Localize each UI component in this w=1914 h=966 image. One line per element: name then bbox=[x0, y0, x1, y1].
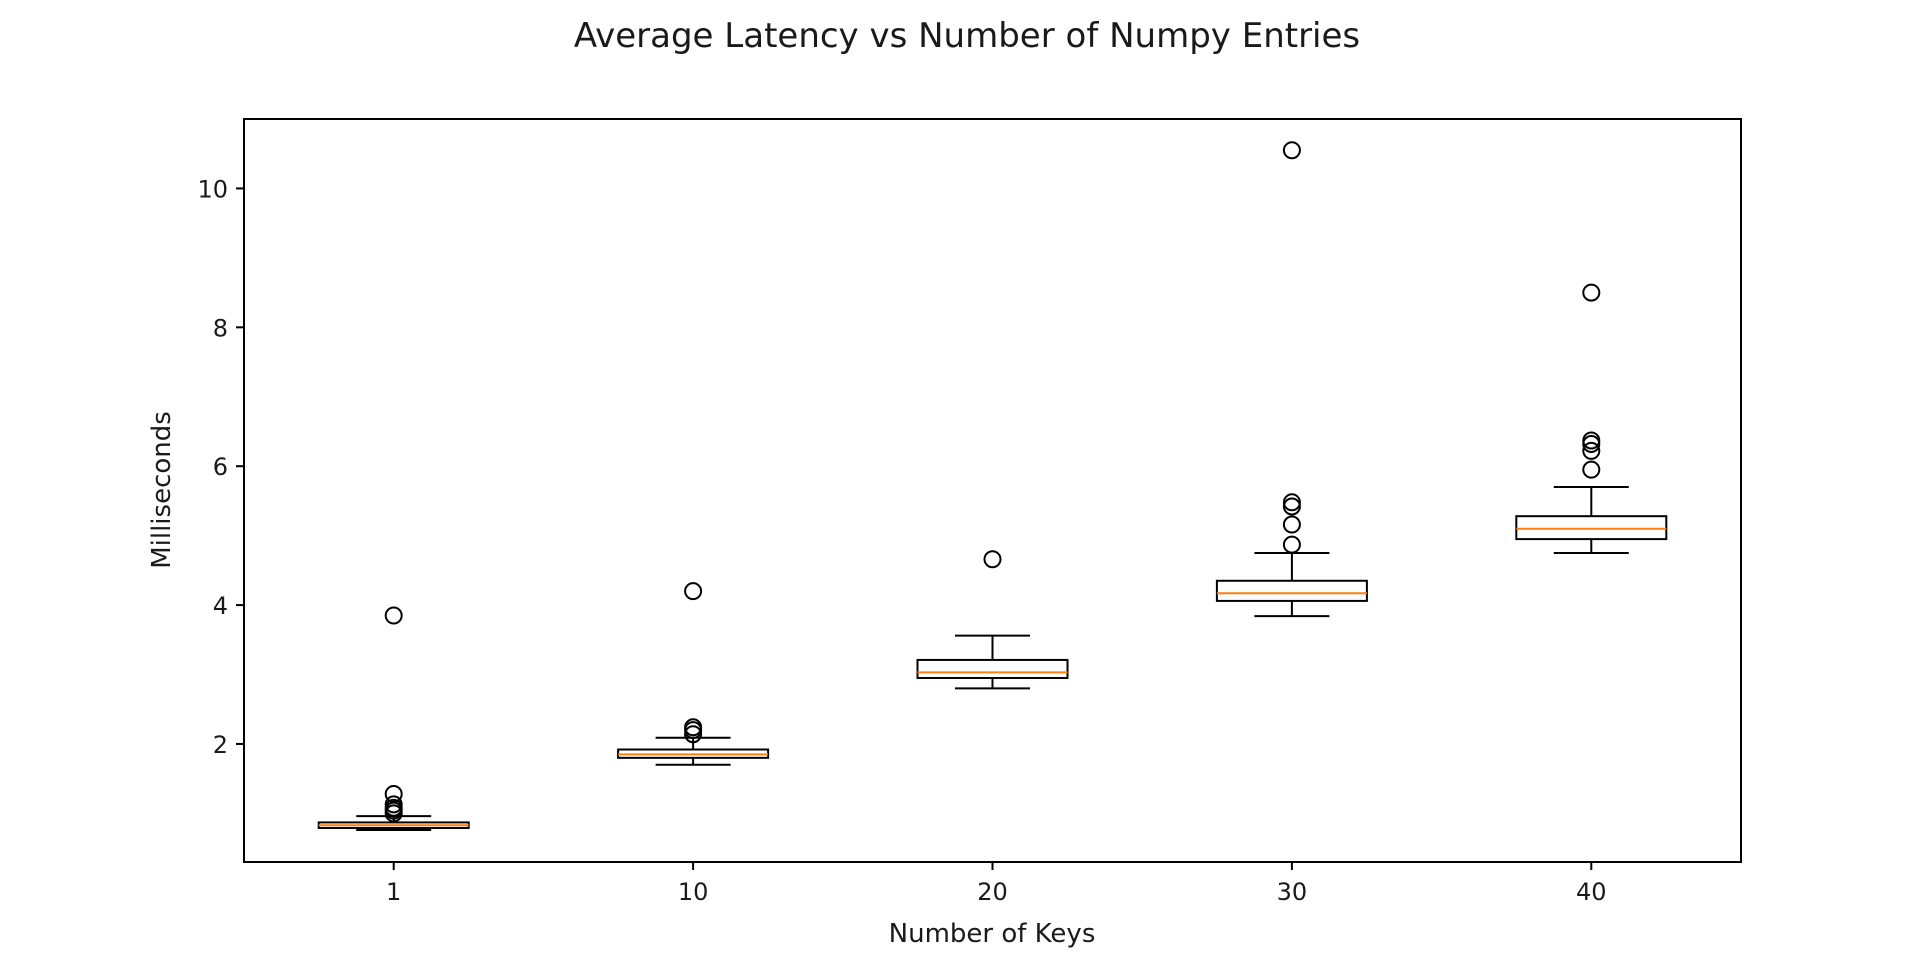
outlier-point bbox=[684, 718, 703, 737]
x-axis-label: Number of Keys bbox=[889, 919, 1096, 949]
x-tick-label: 40 bbox=[1576, 878, 1607, 906]
x-tick-label: 30 bbox=[1277, 878, 1308, 906]
x-tick-label: 10 bbox=[678, 878, 709, 906]
box-group-1 bbox=[317, 606, 470, 832]
y-tick-label: 2 bbox=[213, 731, 228, 759]
iqr-box bbox=[916, 658, 1069, 679]
plot-frame bbox=[243, 118, 1742, 863]
y-axis-ticks: 2 4 6 8 10 bbox=[197, 175, 244, 759]
outlier-point bbox=[384, 795, 403, 814]
chart-title: Average Latency vs Number of Numpy Entri… bbox=[574, 16, 1360, 56]
outlier-point bbox=[1582, 431, 1601, 450]
y-tick-label: 4 bbox=[213, 592, 228, 620]
box-group-10 bbox=[617, 582, 770, 766]
outlier-point bbox=[384, 606, 403, 625]
x-axis-ticks: 1 10 20 30 40 bbox=[386, 862, 1607, 906]
outlier-point bbox=[684, 582, 703, 601]
outlier-point bbox=[1282, 515, 1301, 534]
outlier-point bbox=[1282, 535, 1301, 554]
outlier-point bbox=[1282, 493, 1301, 512]
x-tick-label: 1 bbox=[386, 878, 401, 906]
plot-area bbox=[317, 141, 1668, 832]
x-tick-label: 20 bbox=[977, 878, 1008, 906]
outlier-point bbox=[1582, 283, 1601, 302]
outlier-point bbox=[983, 550, 1002, 569]
outlier-point bbox=[1582, 441, 1601, 460]
box-group-30 bbox=[1215, 141, 1368, 618]
outlier-point bbox=[684, 725, 703, 744]
y-tick-label: 8 bbox=[213, 314, 228, 342]
box-group-20 bbox=[916, 550, 1069, 690]
y-axis-label: Milliseconds bbox=[147, 411, 177, 569]
y-tick-label: 6 bbox=[213, 453, 228, 481]
y-tick-label: 10 bbox=[197, 175, 228, 203]
outlier-point bbox=[1282, 141, 1301, 160]
iqr-box bbox=[1515, 515, 1668, 541]
outlier-point bbox=[384, 784, 403, 803]
box-group-40 bbox=[1515, 283, 1668, 554]
outlier-point bbox=[1582, 460, 1601, 479]
outlier-point bbox=[1282, 497, 1301, 516]
iqr-box bbox=[1215, 579, 1368, 602]
